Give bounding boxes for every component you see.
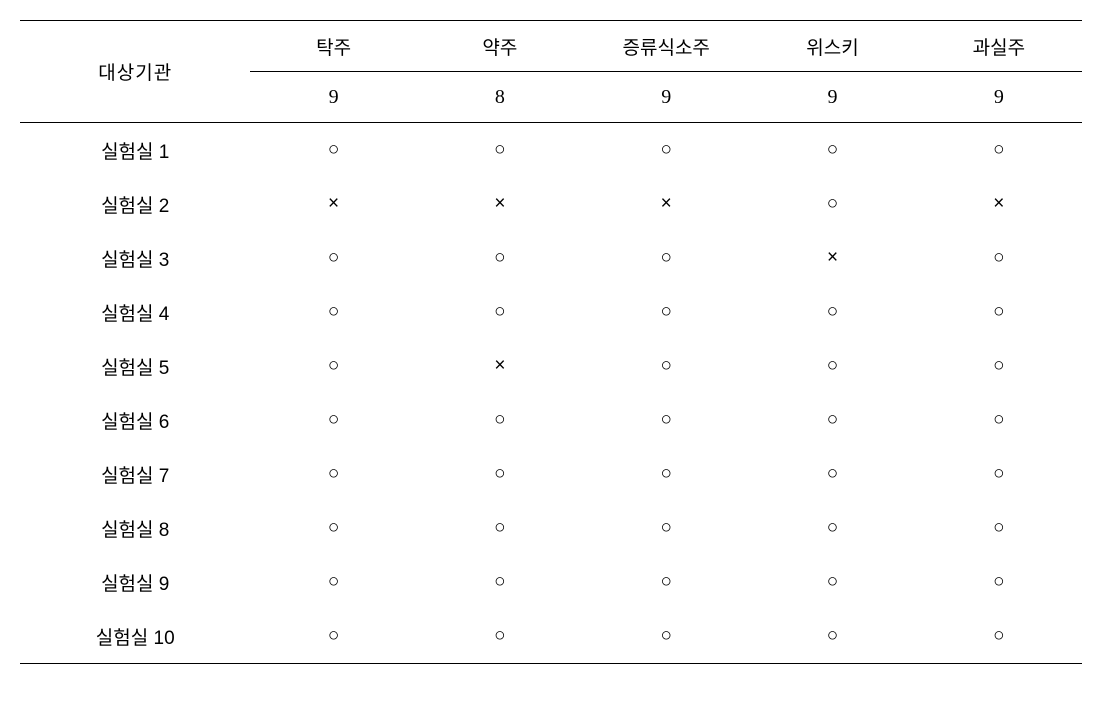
column-count-2: 9 [583,72,749,123]
lab-results-table: 대상기관 탁주 약주 증류식소주 위스키 과실주 9 8 9 9 9 실험실 1… [20,20,1082,664]
table-row: 실험실 9 ○ ○ ○ ○ ○ [20,555,1082,609]
cell: ○ [417,393,583,447]
cell: ○ [916,609,1082,664]
cell: ○ [916,447,1082,501]
cell: ○ [250,339,416,393]
cell: ○ [749,609,915,664]
cell: ○ [250,285,416,339]
table-row: 실험실 6 ○ ○ ○ ○ ○ [20,393,1082,447]
cell: × [417,177,583,231]
column-header-4: 과실주 [916,21,1082,72]
column-header-1: 약주 [417,21,583,72]
table-row: 실험실 10 ○ ○ ○ ○ ○ [20,609,1082,664]
cell: ○ [250,231,416,285]
cell: ○ [417,123,583,178]
cell: ○ [916,339,1082,393]
column-header-3: 위스키 [749,21,915,72]
row-label: 실험실 2 [20,177,250,231]
row-label: 실험실 8 [20,501,250,555]
cell: ○ [583,609,749,664]
cell: ○ [417,285,583,339]
table-row: 실험실 2 × × × ○ × [20,177,1082,231]
cell: ○ [583,123,749,178]
cell: ○ [583,555,749,609]
column-header-0: 탁주 [250,21,416,72]
row-label: 실험실 9 [20,555,250,609]
row-label: 실험실 10 [20,609,250,664]
cell: ○ [250,447,416,501]
cell: × [250,177,416,231]
cell: × [583,177,749,231]
cell: ○ [749,393,915,447]
cell: ○ [916,285,1082,339]
cell: ○ [417,501,583,555]
cell: ○ [749,285,915,339]
cell: ○ [583,339,749,393]
row-label: 실험실 1 [20,123,250,178]
table-row: 실험실 8 ○ ○ ○ ○ ○ [20,501,1082,555]
cell: ○ [916,393,1082,447]
cell: ○ [250,393,416,447]
cell: ○ [916,501,1082,555]
row-label: 실험실 7 [20,447,250,501]
row-label: 실험실 6 [20,393,250,447]
cell: ○ [250,609,416,664]
cell: × [916,177,1082,231]
cell: ○ [250,501,416,555]
cell: ○ [250,123,416,178]
column-count-3: 9 [749,72,915,123]
cell: ○ [749,177,915,231]
cell: ○ [916,123,1082,178]
table-row: 실험실 1 ○ ○ ○ ○ ○ [20,123,1082,178]
column-header-2: 증류식소주 [583,21,749,72]
row-header-label: 대상기관 [20,21,250,123]
header-row-categories: 대상기관 탁주 약주 증류식소주 위스키 과실주 [20,21,1082,72]
cell: ○ [749,447,915,501]
table-row: 실험실 5 ○ × ○ ○ ○ [20,339,1082,393]
cell: × [417,339,583,393]
cell: × [749,231,915,285]
cell: ○ [916,555,1082,609]
cell: ○ [417,609,583,664]
cell: ○ [583,231,749,285]
cell: ○ [583,447,749,501]
table-body: 실험실 1 ○ ○ ○ ○ ○ 실험실 2 × × × ○ × 실험실 3 ○ … [20,123,1082,664]
table-row: 실험실 4 ○ ○ ○ ○ ○ [20,285,1082,339]
cell: ○ [583,285,749,339]
column-count-4: 9 [916,72,1082,123]
cell: ○ [417,555,583,609]
row-label: 실험실 3 [20,231,250,285]
row-label: 실험실 5 [20,339,250,393]
cell: ○ [250,555,416,609]
cell: ○ [583,501,749,555]
column-count-0: 9 [250,72,416,123]
row-label: 실험실 4 [20,285,250,339]
table-row: 실험실 3 ○ ○ ○ × ○ [20,231,1082,285]
column-count-1: 8 [417,72,583,123]
cell: ○ [749,555,915,609]
cell: ○ [749,501,915,555]
cell: ○ [583,393,749,447]
cell: ○ [417,231,583,285]
cell: ○ [749,339,915,393]
cell: ○ [916,231,1082,285]
table-row: 실험실 7 ○ ○ ○ ○ ○ [20,447,1082,501]
cell: ○ [417,447,583,501]
cell: ○ [749,123,915,178]
